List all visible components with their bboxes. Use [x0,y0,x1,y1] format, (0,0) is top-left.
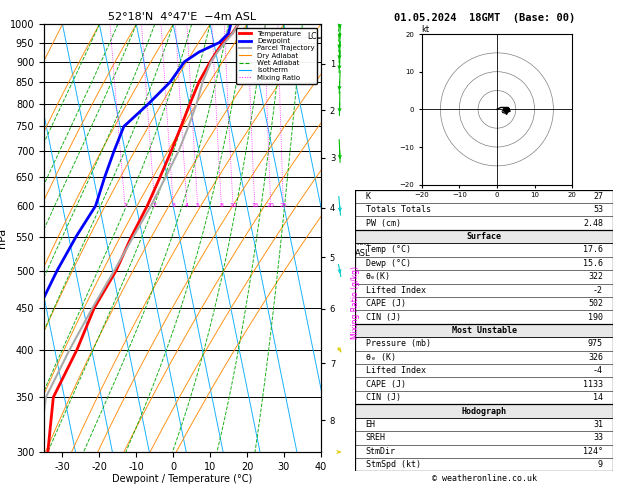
Legend: Temperature, Dewpoint, Parcel Trajectory, Dry Adiabat, Wet Adiabat, Isotherm, Mi: Temperature, Dewpoint, Parcel Trajectory… [236,28,317,84]
FancyBboxPatch shape [355,404,613,418]
Text: © weatheronline.co.uk: © weatheronline.co.uk [432,474,537,483]
Text: StmSpd (kt): StmSpd (kt) [365,460,421,469]
Text: CAPE (J): CAPE (J) [365,380,406,389]
Y-axis label: hPa: hPa [0,228,7,248]
Text: 14: 14 [593,393,603,402]
X-axis label: Dewpoint / Temperature (°C): Dewpoint / Temperature (°C) [113,474,252,485]
Text: -4: -4 [593,366,603,375]
Text: SREH: SREH [365,434,386,442]
Text: 190: 190 [588,312,603,322]
Text: 1: 1 [123,203,127,208]
Text: StmDir: StmDir [365,447,396,456]
Title: 52°18'N  4°47'E  −4m ASL: 52°18'N 4°47'E −4m ASL [108,12,257,22]
Text: EH: EH [365,420,376,429]
Text: 9: 9 [598,460,603,469]
Text: 33: 33 [593,434,603,442]
Text: 5: 5 [196,203,199,208]
Y-axis label: km
ASL: km ASL [355,238,370,258]
Text: Surface: Surface [467,232,502,241]
Text: Totals Totals: Totals Totals [365,205,431,214]
Text: K: K [365,192,370,201]
Text: Hodograph: Hodograph [462,406,507,416]
Text: 326: 326 [588,353,603,362]
Text: kt: kt [421,25,430,34]
FancyBboxPatch shape [355,230,613,243]
Text: 2.48: 2.48 [583,219,603,227]
Text: Most Unstable: Most Unstable [452,326,517,335]
FancyBboxPatch shape [355,324,613,337]
Text: 1133: 1133 [583,380,603,389]
Text: 322: 322 [588,272,603,281]
Text: 502: 502 [588,299,603,308]
Text: CAPE (J): CAPE (J) [365,299,406,308]
Text: Mixing Ratio (g/kg): Mixing Ratio (g/kg) [351,266,360,339]
Text: 2: 2 [153,203,157,208]
Text: LCL: LCL [307,33,321,41]
Text: θₑ(K): θₑ(K) [365,272,391,281]
Text: Pressure (mb): Pressure (mb) [365,339,431,348]
Text: 15.6: 15.6 [583,259,603,268]
Text: 53: 53 [593,205,603,214]
Text: 4: 4 [185,203,189,208]
Text: 17.6: 17.6 [583,245,603,255]
Text: 27: 27 [593,192,603,201]
Text: Lifted Index: Lifted Index [365,286,426,295]
Text: 10: 10 [229,203,237,208]
Text: 8: 8 [220,203,223,208]
Text: CIN (J): CIN (J) [365,393,401,402]
Text: -2: -2 [593,286,603,295]
Text: 15: 15 [251,203,259,208]
Text: Temp (°C): Temp (°C) [365,245,411,255]
Text: CIN (J): CIN (J) [365,312,401,322]
Text: 31: 31 [593,420,603,429]
Text: Lifted Index: Lifted Index [365,366,426,375]
Text: 124°: 124° [583,447,603,456]
Text: θₑ (K): θₑ (K) [365,353,396,362]
Text: PW (cm): PW (cm) [365,219,401,227]
Text: 975: 975 [588,339,603,348]
Text: 3: 3 [171,203,175,208]
Text: 25: 25 [279,203,287,208]
Text: 20: 20 [267,203,275,208]
Text: 01.05.2024  18GMT  (Base: 00): 01.05.2024 18GMT (Base: 00) [394,13,575,23]
Text: Dewp (°C): Dewp (°C) [365,259,411,268]
